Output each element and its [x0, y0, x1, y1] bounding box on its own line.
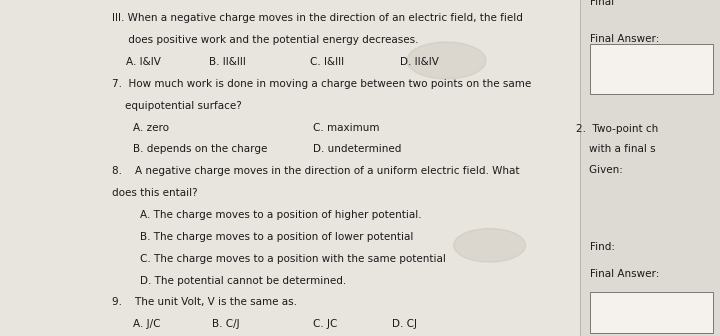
Text: C. I&III: C. I&III — [310, 57, 343, 67]
Text: C. The charge moves to a position with the same potential: C. The charge moves to a position with t… — [140, 254, 446, 264]
Text: Final Answer:: Final Answer: — [590, 269, 660, 279]
Text: Find:: Find: — [590, 242, 616, 252]
FancyBboxPatch shape — [580, 0, 720, 336]
Circle shape — [407, 42, 486, 79]
Text: B. The charge moves to a position of lower potential: B. The charge moves to a position of low… — [140, 232, 414, 242]
Text: D. II&IV: D. II&IV — [400, 57, 438, 67]
Text: B. depends on the charge: B. depends on the charge — [133, 144, 268, 155]
Text: A. The charge moves to a position of higher potential.: A. The charge moves to a position of hig… — [140, 210, 422, 220]
Text: A. zero: A. zero — [133, 123, 169, 133]
Text: Given:: Given: — [576, 165, 623, 175]
Text: A. I&IV: A. I&IV — [126, 57, 161, 67]
Text: 2.  Two-point ch: 2. Two-point ch — [576, 124, 658, 134]
Circle shape — [454, 228, 526, 262]
Text: 9.    The unit Volt, V is the same as.: 9. The unit Volt, V is the same as. — [112, 297, 297, 307]
Text: C. maximum: C. maximum — [313, 123, 379, 133]
Text: with a final s: with a final s — [576, 144, 656, 155]
Text: A. J/C: A. J/C — [133, 319, 161, 329]
Text: does positive work and the potential energy decreases.: does positive work and the potential ene… — [112, 35, 418, 45]
Text: D. undetermined: D. undetermined — [313, 144, 402, 155]
Text: C. JC: C. JC — [313, 319, 338, 329]
Text: D. The potential cannot be determined.: D. The potential cannot be determined. — [140, 276, 346, 286]
FancyBboxPatch shape — [590, 292, 713, 333]
Text: 8.    A negative charge moves in the direction of a uniform electric field. What: 8. A negative charge moves in the direct… — [112, 166, 519, 176]
Text: D. CJ: D. CJ — [392, 319, 418, 329]
FancyBboxPatch shape — [0, 0, 580, 336]
FancyBboxPatch shape — [590, 44, 713, 94]
Text: B. C/J: B. C/J — [212, 319, 240, 329]
Text: equipotential surface?: equipotential surface? — [112, 101, 241, 111]
Text: Final Answer:: Final Answer: — [590, 34, 660, 44]
Text: does this entail?: does this entail? — [112, 188, 197, 198]
Text: III. When a negative charge moves in the direction of an electric field, the fie: III. When a negative charge moves in the… — [112, 13, 523, 24]
Text: B. II&III: B. II&III — [209, 57, 246, 67]
Text: Final: Final — [590, 0, 615, 7]
Text: 7.  How much work is done in moving a charge between two points on the same: 7. How much work is done in moving a cha… — [112, 79, 531, 89]
